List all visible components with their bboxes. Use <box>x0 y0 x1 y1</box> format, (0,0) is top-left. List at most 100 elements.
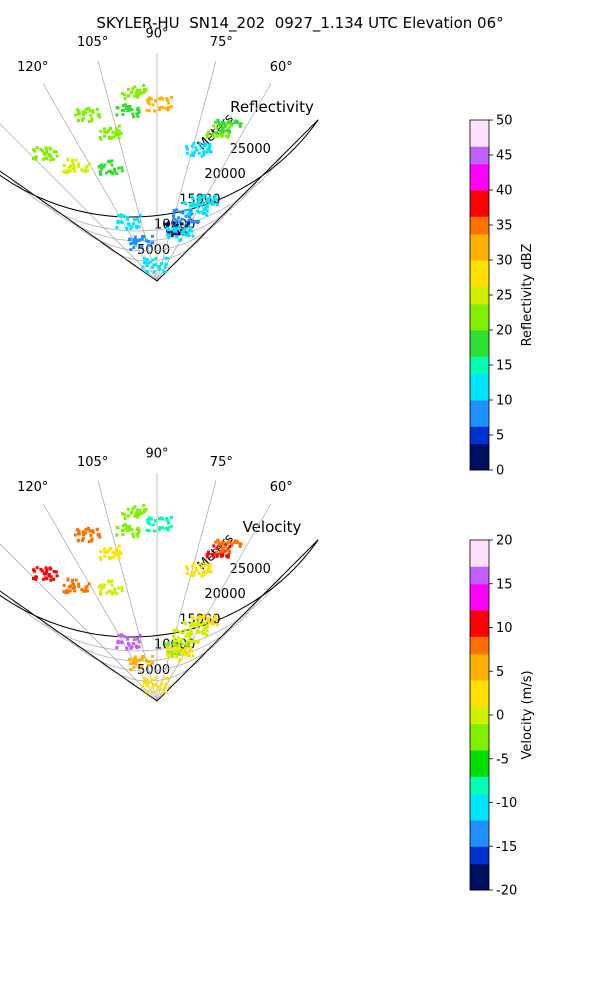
echo-pixel <box>238 124 242 128</box>
azimuth-tick-label: 105° <box>77 35 108 50</box>
echo-pixel <box>158 517 162 521</box>
echo-pixel <box>173 646 177 650</box>
echo-pixel <box>55 154 59 158</box>
echo-pixel <box>189 573 193 577</box>
echo-pixel <box>138 508 142 512</box>
echo-pixel <box>136 114 140 118</box>
echo-pixel <box>178 630 182 634</box>
colorbar-segment <box>470 881 489 891</box>
colorbar-segment <box>470 128 489 138</box>
echo-pixel <box>176 649 180 653</box>
echo-pixel <box>216 118 220 122</box>
echo-pixel <box>160 681 164 685</box>
echo-pixel <box>184 565 188 569</box>
colorbar-segment <box>470 767 489 777</box>
echo-pixel <box>199 566 203 570</box>
colorbar-tick-label: -5 <box>496 752 509 767</box>
azimuth-tick-label: 120° <box>17 480 48 495</box>
echo-pixel <box>172 637 176 641</box>
echo-pixel <box>173 226 177 230</box>
radar-echo <box>120 83 148 100</box>
echo-pixel <box>185 567 189 571</box>
echo-pixel <box>166 108 170 112</box>
echo-pixel <box>73 113 77 117</box>
echo-pixel <box>165 96 169 100</box>
echo-pixel <box>145 108 149 112</box>
echo-pixel <box>87 540 91 544</box>
echo-pixel <box>69 584 73 588</box>
echo-pixel <box>190 201 194 205</box>
echo-pixel <box>130 90 134 94</box>
echo-pixel <box>90 117 94 121</box>
echo-pixel <box>128 657 132 661</box>
echo-pixel <box>107 129 111 133</box>
colorbar-segment <box>470 452 489 462</box>
echo-pixel <box>116 219 120 223</box>
echo-pixel <box>84 166 88 170</box>
colorbar-segment <box>470 811 489 821</box>
echo-pixel <box>205 625 209 629</box>
echo-pixel <box>169 104 173 108</box>
echo-pixel <box>150 654 154 658</box>
azimuth-tick-label: 90° <box>145 446 168 461</box>
range-ring <box>98 650 208 682</box>
echo-pixel <box>136 93 140 97</box>
echo-pixel <box>180 650 184 654</box>
colorbar-tick-label: 20 <box>496 534 513 549</box>
echo-pixel <box>201 621 205 625</box>
echo-pixel <box>205 619 209 623</box>
echo-pixel <box>161 526 165 530</box>
echo-pixel <box>105 171 109 175</box>
colorbar-tick-label: 0 <box>496 709 504 724</box>
colorbar-segment <box>470 347 489 357</box>
echo-pixel <box>223 549 227 553</box>
echo-pixel <box>62 170 66 174</box>
echo-pixel <box>49 575 53 579</box>
echo-pixel <box>134 240 138 244</box>
echo-pixel <box>69 164 73 168</box>
echo-pixel <box>181 631 185 635</box>
echo-pixel <box>77 582 81 586</box>
colorbar-label: Velocity (m/s) <box>520 670 535 759</box>
echo-pixel <box>40 149 44 153</box>
echo-pixel <box>142 256 146 260</box>
echo-pixel <box>158 267 162 271</box>
colorbar-segment <box>470 863 489 873</box>
colorbar-segment <box>470 575 489 585</box>
echo-pixel <box>118 214 122 218</box>
echo-pixel <box>222 541 226 545</box>
colorbar-segment <box>470 662 489 672</box>
echo-pixel <box>161 106 165 110</box>
echo-pixel <box>221 551 225 555</box>
echo-pixel <box>81 530 85 534</box>
echo-pixel <box>164 642 168 646</box>
echo-pixel <box>233 540 237 544</box>
echo-pixel <box>77 162 81 166</box>
echo-pixel <box>212 197 216 201</box>
echo-pixel <box>145 684 149 688</box>
echo-pixel <box>91 529 95 533</box>
echo-pixel <box>186 212 190 216</box>
echo-pixel <box>167 525 171 529</box>
echo-pixel <box>174 229 178 233</box>
echo-pixel <box>131 222 135 226</box>
colorbar-segment <box>470 820 489 830</box>
echo-pixel <box>125 635 129 639</box>
echo-pixel <box>49 158 53 162</box>
echo-pixel <box>190 212 194 216</box>
echo-pixel <box>134 512 138 516</box>
echo-pixel <box>88 529 92 533</box>
echo-pixel <box>185 151 189 155</box>
echo-pixel <box>121 103 125 107</box>
echo-pixel <box>111 130 115 134</box>
echo-pixel <box>113 131 117 135</box>
echo-pixel <box>166 528 170 532</box>
colorbar-segment <box>470 461 489 471</box>
echo-pixel <box>218 124 222 128</box>
echo-pixel <box>34 155 38 159</box>
echo-pixel <box>147 529 151 533</box>
echo-pixel <box>166 648 170 652</box>
echo-pixel <box>172 628 176 632</box>
echo-pixel <box>97 113 101 117</box>
echo-pixel <box>86 106 90 110</box>
